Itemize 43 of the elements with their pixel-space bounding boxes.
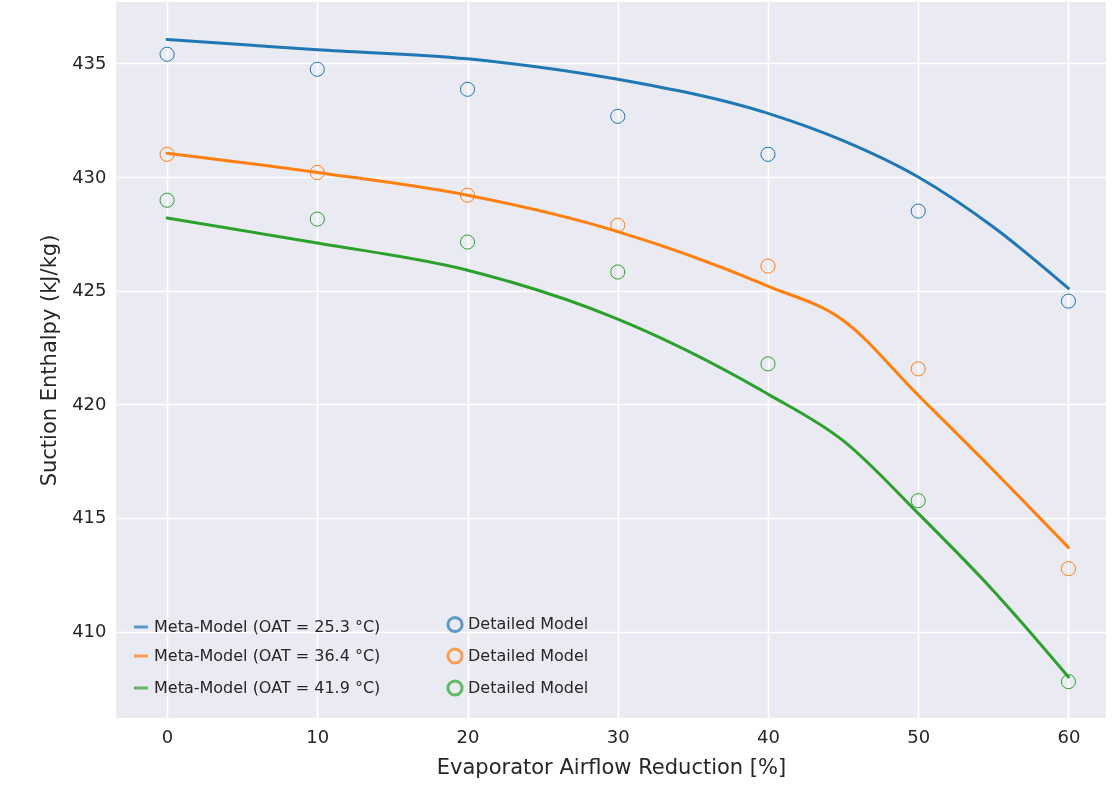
point (610, 217, 626, 233)
point (910, 493, 926, 509)
point (459, 234, 476, 250)
y-tick-label: 435 (72, 51, 107, 73)
point (610, 264, 626, 280)
point (1060, 561, 1077, 577)
point (159, 146, 175, 162)
point (159, 192, 175, 208)
y-tick-label: 420 (72, 392, 107, 414)
point (309, 164, 325, 181)
x-tick-label: 40 (757, 725, 780, 747)
legend-label: Detailed Model (468, 614, 589, 634)
x-tick-label: 50 (907, 725, 931, 747)
y-tick-label: 425 (72, 279, 107, 301)
point (760, 356, 776, 372)
y-axis-title: Suction Enthalpy (kJ/kg) (37, 234, 62, 487)
legend-label: Detailed Model (468, 646, 589, 665)
point (459, 187, 476, 203)
legend-label: Detailed Model (468, 678, 589, 697)
point (1060, 674, 1077, 690)
y-tick-label: 410 (72, 620, 107, 642)
point (910, 361, 926, 377)
point (309, 211, 325, 227)
x-tick-label: 60 (1057, 725, 1081, 747)
point (159, 46, 175, 62)
line-series (165, 38, 1070, 290)
x-tick-label: 10 (306, 725, 330, 747)
legend-label: Meta-Model (OAT = 25.3 °C) (154, 617, 381, 636)
x-tick-label: 0 (161, 725, 174, 747)
y-tick-label: 415 (72, 506, 107, 528)
legend-label: Meta-Model (OAT = 41.9 °C) (154, 678, 381, 697)
legend-label: Meta-Model (OAT = 36.4 °C) (154, 646, 381, 665)
x-tick-label: 20 (456, 725, 480, 747)
x-tick-label: 30 (606, 725, 630, 747)
y-tick-label: 430 (72, 165, 107, 187)
point (1060, 293, 1077, 309)
point (459, 81, 476, 97)
point (910, 203, 926, 219)
x-axis-title: Evaporator Airflow Reduction [%] (436, 754, 787, 779)
point (760, 258, 776, 274)
point (760, 146, 776, 162)
point (610, 108, 626, 124)
point (309, 61, 325, 77)
